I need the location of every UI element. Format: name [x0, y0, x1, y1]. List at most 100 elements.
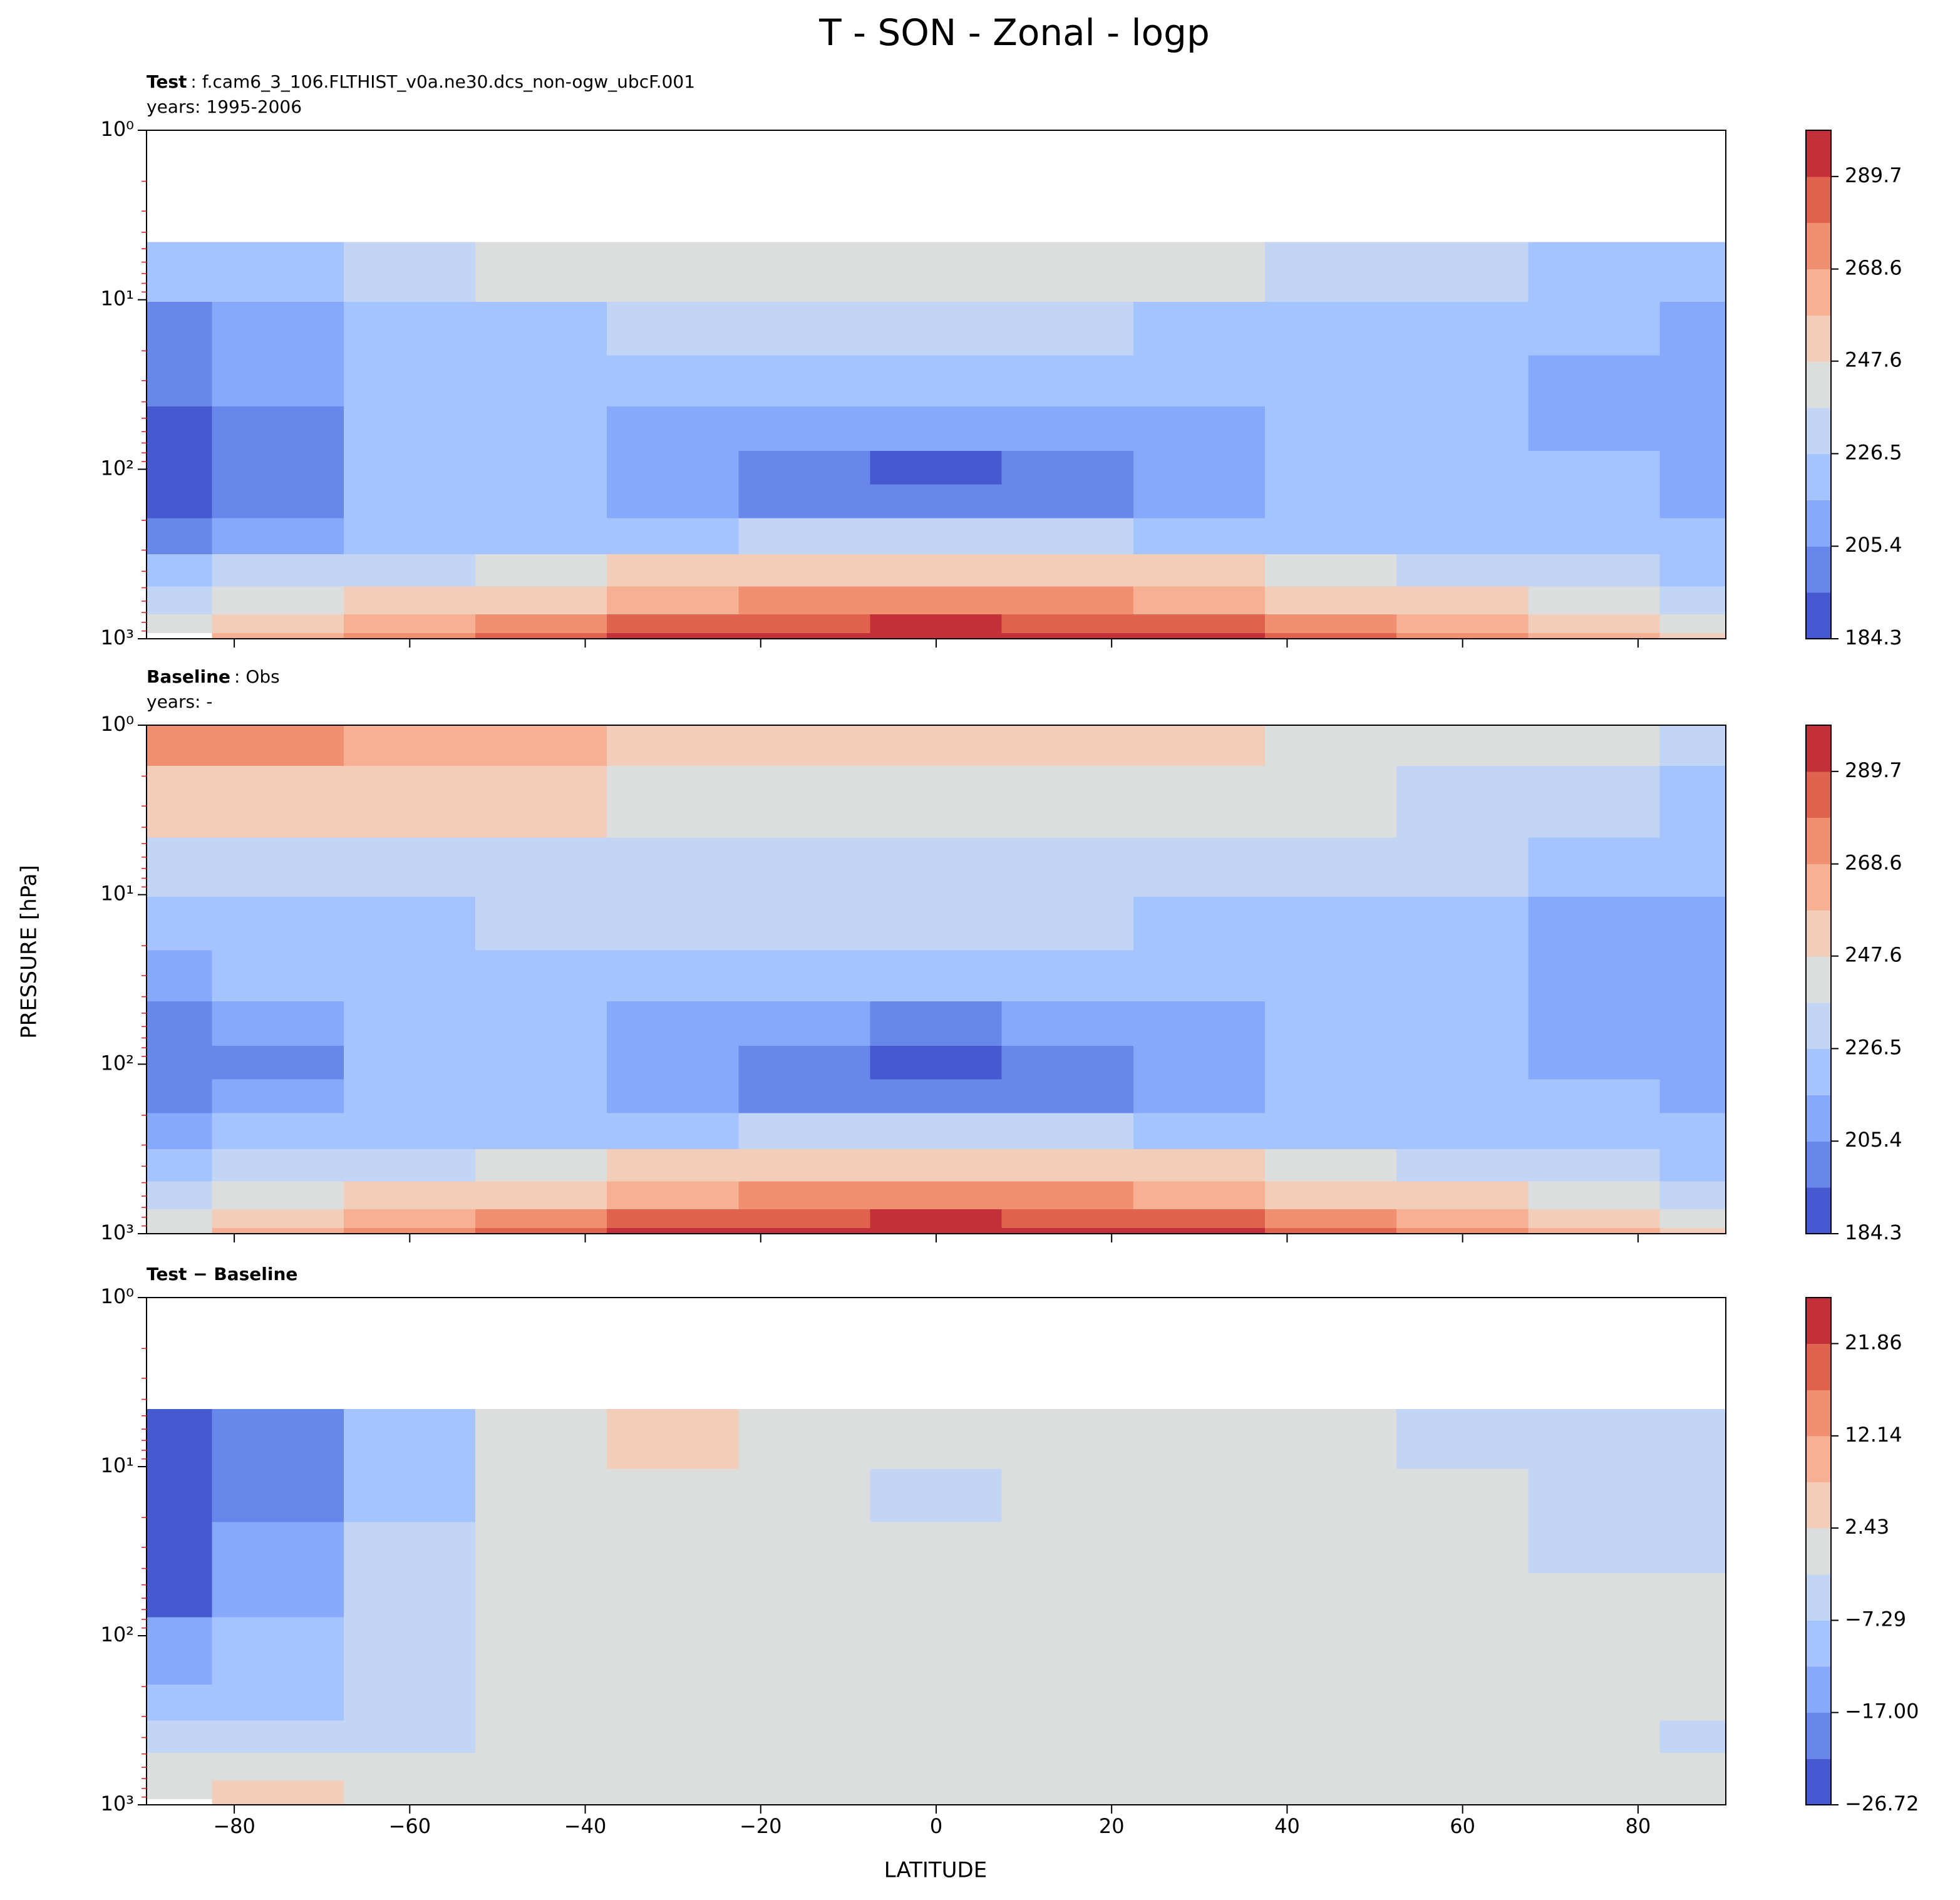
contour-cell [1001, 765, 1134, 838]
contour-cell [1528, 632, 1661, 639]
contour-cell [1264, 1468, 1398, 1522]
contour-cell [1001, 586, 1134, 614]
contour-cell [1133, 586, 1266, 614]
contour-cell [738, 1227, 871, 1234]
contour-cell [870, 1720, 1003, 1753]
contour-cell [1001, 1616, 1134, 1651]
contour-cell [607, 1780, 740, 1799]
colorbar-tick-label: 289.7 [1845, 163, 1902, 187]
contour-cell [738, 1798, 871, 1805]
contour-cell [1264, 765, 1398, 838]
contour-cell [1001, 517, 1134, 555]
contour-cell [1133, 554, 1266, 587]
panel-label: Test [147, 71, 187, 92]
contour-cell [1396, 1720, 1529, 1753]
contour-cell [1659, 1078, 1726, 1113]
contour-cell [1133, 1408, 1266, 1469]
contour-cell [1659, 949, 1726, 1002]
contour-cell [1396, 1408, 1529, 1469]
contour-cell [475, 1227, 608, 1234]
contour-cell [738, 1780, 871, 1799]
contour-cell [212, 1001, 344, 1046]
contour-cell [1528, 1650, 1661, 1685]
colorbar-band [1805, 130, 1832, 177]
contour-cell [475, 837, 608, 897]
contour-cell [607, 1180, 740, 1209]
contour-cell [146, 354, 213, 407]
contour-cell [343, 1408, 476, 1469]
y-tick-label: 10² [100, 456, 134, 480]
contour-cell [607, 765, 740, 838]
contour-cell [475, 1180, 608, 1209]
y-tick-label: 10¹ [100, 882, 134, 906]
contour-cell [343, 1720, 476, 1753]
contour-cell [475, 483, 608, 519]
colorbar-band [1805, 1389, 1832, 1437]
contour-cell [1396, 1208, 1529, 1228]
contour-cell [870, 1227, 1003, 1234]
contour-cell [1396, 1045, 1529, 1080]
contour-cell [343, 1780, 476, 1799]
x-tick-label: 80 [1626, 1814, 1651, 1838]
contour-cell [738, 517, 871, 555]
contour-cell [475, 517, 608, 555]
contour-cell [1133, 765, 1266, 838]
contour-cell [1659, 1572, 1726, 1618]
contour-cell [1659, 1408, 1726, 1469]
contour-cell [212, 242, 344, 302]
contour-cell [1396, 896, 1529, 951]
contour-cell [146, 517, 213, 555]
colorbar-band [1805, 1140, 1832, 1188]
contour-cell [146, 1408, 213, 1469]
contour-cell [738, 1616, 871, 1651]
contour-cell [1396, 1468, 1529, 1522]
contour-cell [870, 1521, 1003, 1573]
contour-cell [212, 1720, 344, 1753]
colorbar-band [1805, 817, 1832, 864]
contour-cell [607, 1001, 740, 1046]
contour-cell [1659, 632, 1726, 639]
contour-cell [1659, 1752, 1726, 1781]
contour-cell [607, 242, 740, 302]
colorbar-tick-label: 226.5 [1845, 440, 1902, 464]
x-tick-label: 20 [1099, 1814, 1125, 1838]
contour-cell [870, 949, 1003, 1002]
contour-cell [1264, 554, 1398, 587]
contour-cell [1528, 1616, 1661, 1651]
contour-cell [607, 1572, 740, 1618]
contour-cell [343, 1227, 476, 1234]
contour-cell [475, 1112, 608, 1150]
colorbar-tick-label: 289.7 [1845, 758, 1902, 782]
contour-cell [1659, 1001, 1726, 1046]
contour-cell [1528, 1798, 1661, 1805]
panel-label: Test − Baseline [147, 1264, 297, 1284]
contour-cell [1659, 896, 1726, 951]
contour-cell [738, 1521, 871, 1573]
contour-cell [1528, 949, 1661, 1002]
contour-cell [1659, 354, 1726, 407]
contour-cell [475, 1521, 608, 1573]
contour-cell [1264, 1780, 1398, 1799]
contour-cell [607, 1752, 740, 1781]
contour-cell [1659, 765, 1726, 838]
contour-cell [738, 1720, 871, 1753]
contour-cell [212, 613, 344, 633]
contour-cell [870, 1045, 1003, 1080]
y-tick-label: 10³ [100, 1221, 134, 1244]
contour-cell [1133, 1045, 1266, 1080]
contour-cell [1659, 1180, 1726, 1209]
contour-cell [343, 586, 476, 614]
contour-cell [738, 1045, 871, 1080]
contour-cell [146, 837, 213, 897]
contour-cell [1001, 1521, 1134, 1573]
contour-cell [1264, 613, 1398, 633]
contour-cell [738, 837, 871, 897]
contour-cell [1133, 301, 1266, 356]
contour-cell [212, 1683, 344, 1721]
contour-cell [1659, 1780, 1726, 1799]
contour-cell [1264, 450, 1398, 485]
contour-cell [1133, 1149, 1266, 1182]
colorbar-tick-label: 21.86 [1845, 1330, 1902, 1354]
contour-cell [146, 483, 213, 519]
contour-cell [1264, 1720, 1398, 1753]
